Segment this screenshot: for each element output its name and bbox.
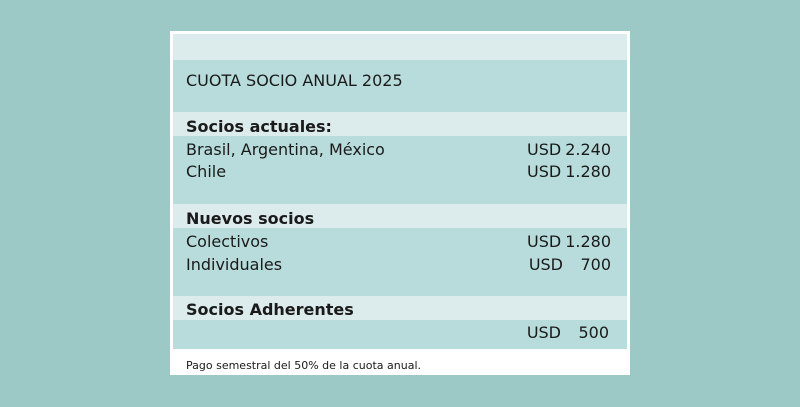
table-title: CUOTA SOCIO ANUAL 2025 <box>186 71 403 90</box>
row-price-brasil-argentina-mexico: USD 2.240 <box>527 142 611 158</box>
currency: USD <box>527 232 562 251</box>
section-band-socios-adherentes <box>173 296 627 320</box>
row-label-brasil-argentina-mexico: Brasil, Argentina, México <box>186 140 385 159</box>
amount: 500 <box>578 323 609 342</box>
currency: USD <box>527 162 562 181</box>
row-price-socios-adherentes: USD 500 <box>527 325 609 341</box>
section-band-nuevos-socios <box>173 204 627 228</box>
amount: 1.280 <box>565 232 611 251</box>
row-price-individuales: USD 700 <box>529 257 611 273</box>
row-price-colectivos: USD 1.280 <box>527 234 611 250</box>
section-heading-socios-actuales: Socios actuales: <box>186 117 332 136</box>
amount: 1.280 <box>565 162 611 181</box>
row-price-chile: USD 1.280 <box>527 164 611 180</box>
currency: USD <box>527 140 562 159</box>
footnote: Pago semestral del 50% de la cuota anual… <box>186 359 421 372</box>
currency: USD <box>528 255 563 274</box>
amount: 700 <box>580 255 611 274</box>
section-heading-nuevos-socios: Nuevos socios <box>186 209 315 228</box>
row-label-chile: Chile <box>186 162 227 181</box>
section-band-socios-actuales <box>173 112 627 136</box>
amount: 2.240 <box>565 140 611 159</box>
rows-band-nuevos-socios <box>173 228 627 296</box>
row-label-individuales: Individuales <box>186 255 283 274</box>
rows-band-socios-adherentes <box>173 320 627 349</box>
section-heading-socios-adherentes: Socios Adherentes <box>186 300 354 319</box>
row-label-colectivos: Colectivos <box>186 232 269 251</box>
currency: USD <box>526 323 561 342</box>
rows-band-socios-actuales <box>173 136 627 204</box>
fee-table: CUOTA SOCIO ANUAL 2025 Socios actuales: … <box>170 31 630 375</box>
title-band <box>173 60 627 112</box>
header-strip <box>173 34 627 60</box>
